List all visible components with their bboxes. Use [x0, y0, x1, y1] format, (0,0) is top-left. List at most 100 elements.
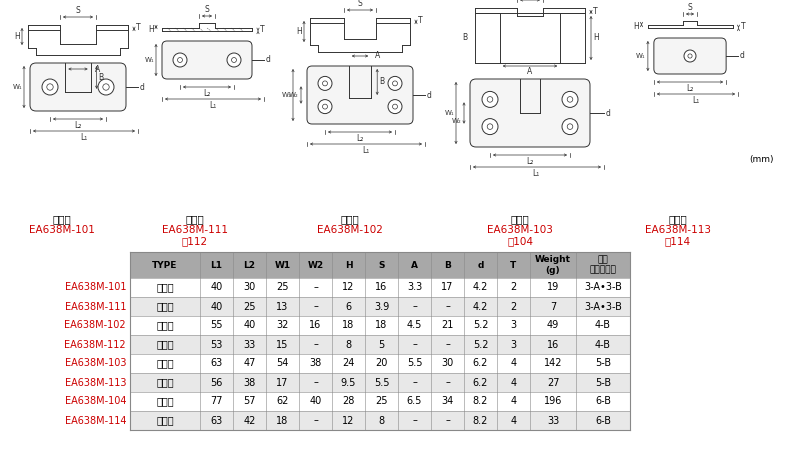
Circle shape [318, 76, 332, 90]
Circle shape [392, 81, 398, 86]
Text: 142: 142 [544, 359, 562, 369]
Text: –: – [313, 377, 318, 388]
Text: 使用
チェーン径: 使用 チェーン径 [590, 255, 616, 275]
Text: EA638M-104: EA638M-104 [64, 396, 126, 406]
Text: 固定用: 固定用 [156, 415, 174, 425]
Text: W₁: W₁ [281, 92, 291, 98]
Text: W₁: W₁ [636, 53, 646, 59]
Text: T: T [593, 8, 598, 16]
Text: B: B [98, 73, 104, 82]
Text: d: d [140, 83, 145, 92]
Text: TYPE: TYPE [152, 261, 178, 270]
Text: A: A [376, 51, 380, 60]
Text: 着脱用: 着脱用 [156, 396, 174, 406]
Text: EA638M-113: EA638M-113 [645, 225, 711, 235]
Text: 18: 18 [376, 321, 387, 331]
Text: 8.2: 8.2 [472, 396, 488, 406]
Bar [130, 354, 630, 373]
Text: –: – [445, 377, 450, 388]
Circle shape [482, 118, 498, 134]
Circle shape [567, 124, 572, 129]
Text: 5.5: 5.5 [407, 359, 422, 369]
FancyBboxPatch shape [307, 66, 413, 124]
Text: L₁: L₁ [692, 96, 700, 105]
Text: H: H [345, 261, 353, 270]
Text: L₁: L₁ [532, 169, 540, 178]
Text: 33: 33 [244, 340, 256, 350]
Text: L₂: L₂ [203, 89, 210, 98]
Text: 16: 16 [310, 321, 322, 331]
Text: B: B [462, 34, 467, 43]
Text: 4: 4 [511, 359, 517, 369]
Text: 30: 30 [441, 359, 453, 369]
Text: L₁: L₁ [210, 101, 217, 110]
Text: 5.2: 5.2 [472, 340, 488, 350]
Text: 62: 62 [276, 396, 289, 406]
Text: 6.2: 6.2 [472, 359, 488, 369]
Text: 25: 25 [276, 282, 289, 292]
Text: 63: 63 [210, 415, 222, 425]
Text: 固定用: 固定用 [156, 377, 174, 388]
Text: 32: 32 [276, 321, 289, 331]
Circle shape [98, 79, 114, 95]
Circle shape [322, 104, 327, 109]
Text: 34: 34 [441, 396, 453, 406]
Text: S: S [378, 261, 385, 270]
Text: 着脱用: 着脱用 [156, 282, 174, 292]
Text: W₁: W₁ [145, 57, 154, 63]
Text: W1: W1 [275, 261, 291, 270]
Text: 固定用: 固定用 [156, 340, 174, 350]
Text: 9.5: 9.5 [341, 377, 357, 388]
Text: W₁: W₁ [13, 84, 22, 90]
Text: 2: 2 [511, 301, 517, 311]
Text: 固定用: 固定用 [186, 214, 204, 224]
Text: 53: 53 [210, 340, 222, 350]
Text: d: d [477, 261, 484, 270]
Text: –: – [412, 377, 417, 388]
Circle shape [232, 58, 237, 63]
Text: 12: 12 [342, 282, 355, 292]
Text: H: H [148, 25, 154, 34]
Text: 42: 42 [243, 415, 256, 425]
Text: 16: 16 [547, 340, 559, 350]
Text: T: T [511, 261, 517, 270]
Circle shape [102, 84, 110, 90]
Text: B: B [380, 78, 384, 86]
Text: 4: 4 [511, 415, 517, 425]
Text: S: S [688, 3, 692, 12]
Text: 着脱用: 着脱用 [341, 214, 360, 224]
Text: Weight
(g): Weight (g) [535, 255, 571, 275]
Text: 3-A•3-B: 3-A•3-B [584, 301, 622, 311]
Text: 55: 55 [210, 321, 223, 331]
Text: 40: 40 [210, 301, 222, 311]
Bar [130, 297, 630, 316]
Text: W₁: W₁ [445, 110, 454, 116]
Text: –: – [313, 415, 318, 425]
Text: 固定用: 固定用 [156, 301, 174, 311]
Text: EA638M-101: EA638M-101 [29, 225, 95, 235]
Text: 5.2: 5.2 [472, 321, 488, 331]
Circle shape [488, 97, 493, 102]
Text: 6-B: 6-B [595, 415, 611, 425]
Text: –: – [313, 301, 318, 311]
Text: –: – [313, 282, 318, 292]
Text: 5: 5 [379, 340, 384, 350]
Bar [130, 316, 630, 335]
Text: d: d [266, 55, 271, 64]
Text: S: S [75, 6, 80, 15]
Circle shape [488, 124, 493, 129]
Text: T: T [136, 23, 141, 32]
Text: W₂: W₂ [453, 118, 462, 124]
Text: 57: 57 [243, 396, 256, 406]
Text: 6: 6 [345, 301, 352, 311]
Text: 27: 27 [547, 377, 559, 388]
Text: L₂: L₂ [526, 157, 534, 166]
Text: L₂: L₂ [686, 84, 694, 93]
Text: 2: 2 [511, 282, 517, 292]
Bar [130, 411, 630, 430]
Text: 40: 40 [210, 282, 222, 292]
Text: 着脱用: 着脱用 [156, 359, 174, 369]
Text: A: A [94, 64, 100, 74]
Text: 38: 38 [244, 377, 256, 388]
Circle shape [178, 58, 183, 63]
